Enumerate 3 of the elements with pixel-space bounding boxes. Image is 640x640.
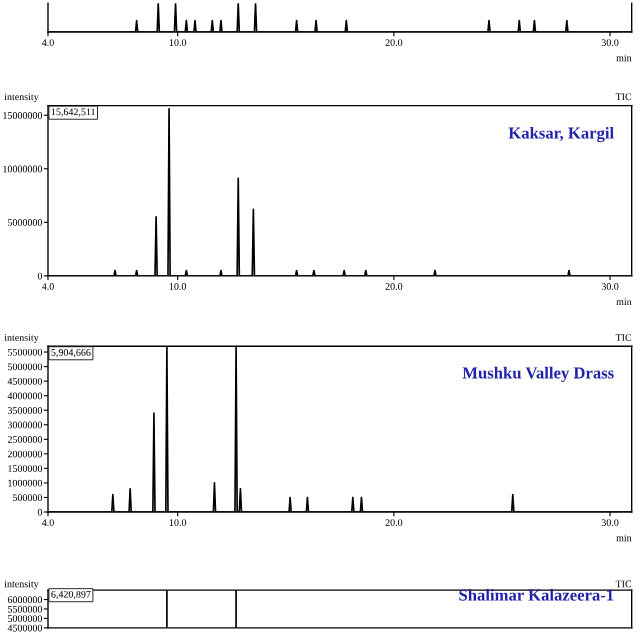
text: Kaksar, Kargil (508, 126, 614, 143)
text: Mushku Valley Drass (462, 366, 614, 382)
chart-title: Shalimar Kalazeera-1 (459, 588, 614, 601)
